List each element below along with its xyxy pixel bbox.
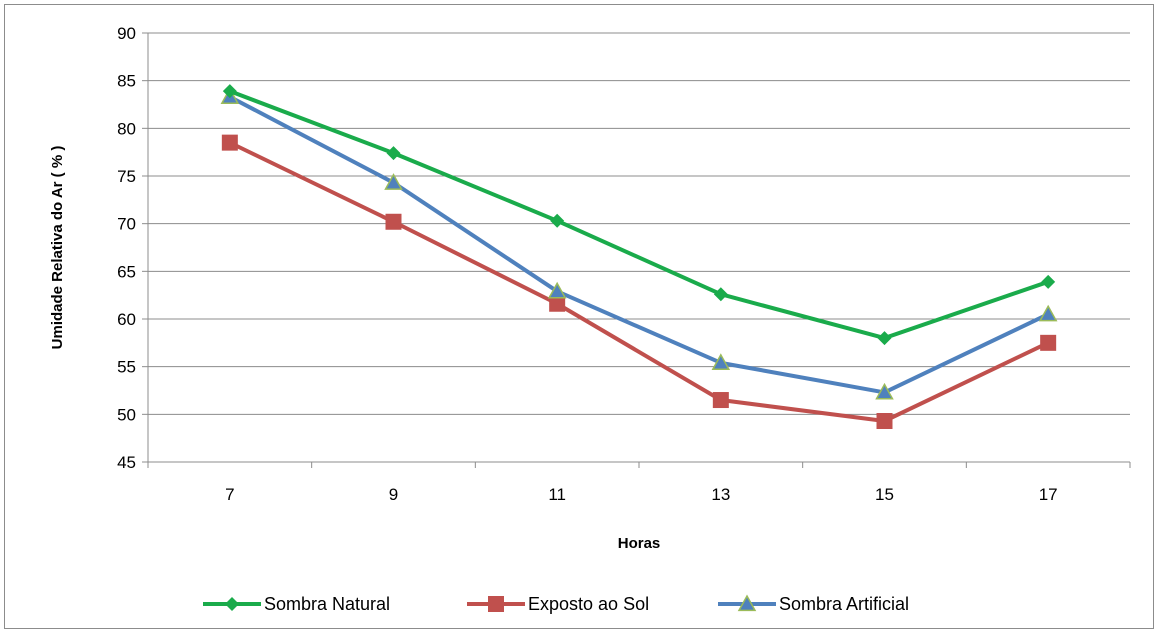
legend-item: Exposto ao Sol [467, 594, 649, 614]
y-axis-title: Umidade Relativa do Ar ( % ) [49, 146, 66, 350]
y-tick-label: 85 [117, 72, 136, 91]
y-tick-label: 80 [117, 119, 136, 138]
series-sombra-natural [222, 84, 1056, 346]
series-exposto-ao-sol [221, 134, 1057, 430]
x-tick-labels: 7 9 11 13 15 17 [225, 485, 1058, 504]
series-line [228, 95, 1050, 395]
axes [142, 32, 1131, 468]
y-tick-label: 55 [117, 358, 136, 377]
data-point [386, 146, 401, 161]
data-point [712, 392, 729, 409]
data-point [549, 295, 566, 312]
series-group [220, 84, 1058, 430]
series-line [229, 89, 1049, 341]
y-tick-label: 50 [117, 405, 136, 424]
legend-marker [737, 594, 757, 612]
legend-marker [225, 597, 239, 611]
y-tick-label: 90 [117, 24, 136, 43]
y-tick-labels: 45 50 55 60 65 70 75 80 85 90 [117, 24, 136, 472]
data-point [385, 213, 402, 230]
data-point [713, 287, 728, 302]
data-point [711, 353, 731, 371]
data-point [875, 382, 894, 400]
data-point [222, 84, 237, 99]
y-tick-label: 70 [117, 215, 136, 234]
legend-label: Sombra Natural [264, 594, 390, 614]
data-point [1041, 274, 1056, 289]
x-tick-label: 7 [225, 485, 234, 504]
data-point [1038, 304, 1058, 322]
series-line [228, 140, 1050, 424]
x-tick-label: 13 [711, 485, 730, 504]
gridlines [148, 32, 1130, 415]
data-point [221, 134, 238, 151]
series-sombra-artificial [220, 87, 1058, 400]
x-tick-label: 9 [389, 485, 398, 504]
y-tick-label: 45 [117, 453, 136, 472]
y-tick-label: 60 [117, 310, 136, 329]
legend-label: Sombra Artificial [779, 594, 909, 614]
legend: Sombra Natural Exposto ao Sol Sombra Artif… [203, 594, 909, 614]
data-point [550, 213, 565, 228]
x-axis-title: Horas [618, 535, 661, 552]
x-tick-label: 17 [1039, 485, 1058, 504]
data-point [876, 413, 893, 430]
data-point [877, 331, 892, 346]
legend-marker [488, 596, 504, 612]
legend-label: Exposto ao Sol [528, 594, 649, 614]
legend-item: Sombra Natural [203, 594, 390, 614]
y-tick-label: 75 [117, 167, 136, 186]
legend-item: Sombra Artificial [718, 594, 909, 614]
data-point [1040, 334, 1057, 351]
x-tick-label: 15 [875, 485, 894, 504]
data-point [384, 173, 403, 190]
y-tick-label: 65 [117, 262, 136, 281]
x-tick-label: 11 [548, 485, 566, 504]
data-point [547, 281, 567, 299]
